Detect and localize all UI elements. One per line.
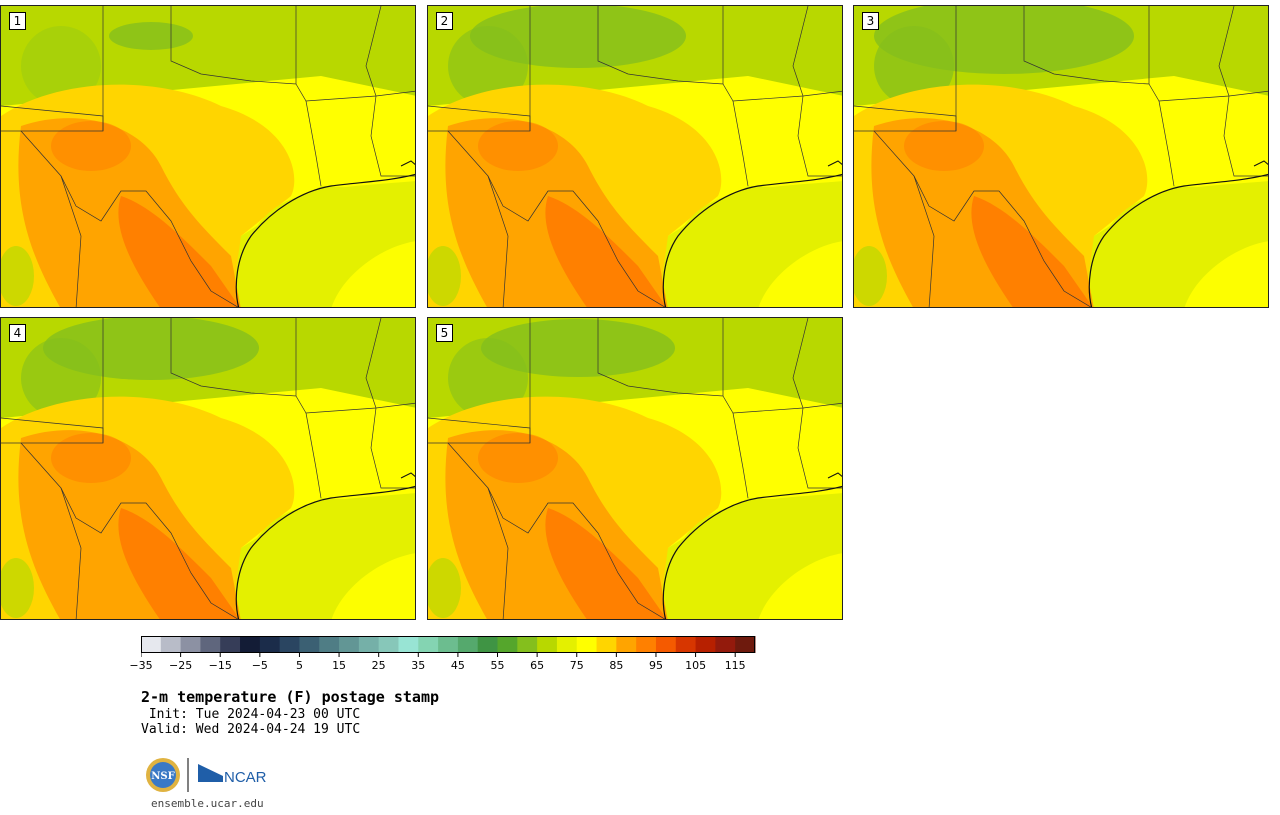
- colorbar-bin: [636, 636, 657, 653]
- colorbar-bin: [358, 636, 380, 653]
- ncar-logo-text: NCAR: [224, 769, 267, 786]
- colorbar-tick-label: 85: [609, 659, 624, 672]
- colorbar-bin: [537, 636, 558, 653]
- member-number-label: 5: [436, 324, 453, 342]
- nsf-logo-icon: NSF NCAR: [146, 758, 267, 792]
- colorbar-bin: [279, 636, 300, 653]
- sponsor-logos: NSF NCAR: [145, 756, 285, 796]
- temperature-map: [1, 318, 415, 619]
- valid-time: Valid: Wed 2024-04-24 19 UTC: [141, 722, 361, 737]
- colorbar-bin: [299, 636, 320, 653]
- ensemble-member-panel: 5: [427, 317, 843, 620]
- member-number-label: 1: [9, 12, 26, 30]
- colorbar-tick-label: 95: [648, 659, 663, 672]
- colorbar-tick-label: 15: [332, 659, 347, 672]
- colorbar-bin: [180, 636, 201, 653]
- colorbar-tick-label: 35: [411, 659, 426, 672]
- colorbar-bin: [438, 636, 459, 653]
- colorbar-tick-label: 115: [724, 659, 746, 672]
- colorbar-bin: [339, 636, 360, 653]
- temperature-map: [1, 6, 415, 307]
- member-number-label: 3: [862, 12, 879, 30]
- colorbar-bin: [695, 636, 716, 653]
- chart-title: 2-m temperature (F) postage stamp: [141, 688, 440, 706]
- ensemble-member-panel: 2: [427, 5, 843, 308]
- colorbar-bin: [259, 636, 281, 653]
- temperature-map: [428, 318, 842, 619]
- colorbar-bin: [735, 636, 756, 653]
- colorbar-tick-label: −25: [169, 659, 193, 672]
- member-number-label: 2: [436, 12, 453, 30]
- colorbar-bin: [715, 636, 736, 653]
- member-number-label: 4: [9, 324, 26, 342]
- colorbar-bin: [675, 636, 697, 653]
- colorbar-bin: [160, 636, 182, 653]
- colorbar-tick-label: 105: [685, 659, 707, 672]
- colorbar-bin: [220, 636, 241, 653]
- colorbar-tick-label: 65: [530, 659, 545, 672]
- colorbar-bin: [457, 636, 479, 653]
- colorbar-tick-labels: −35 −25 −15 −5 5 15 25 35 45 55 65 75 85 95 105 115: [129, 659, 771, 673]
- colorbar-bin: [517, 636, 538, 653]
- colorbar-tick-label: −5: [251, 659, 268, 672]
- colorbar-bin: [497, 636, 518, 653]
- colorbar-bin: [398, 636, 419, 653]
- colorbar-bin: [616, 636, 637, 653]
- ensemble-member-panel: 1: [0, 5, 416, 308]
- colorbar-bin: [556, 636, 578, 653]
- colorbar-bin: [319, 636, 340, 653]
- colorbar-tick-label: −35: [129, 659, 153, 672]
- ensemble-member-panel: 3: [853, 5, 1269, 308]
- nsf-logo-text: NSF: [151, 771, 174, 782]
- colorbar-bin: [240, 636, 261, 653]
- colorbar-bin: [200, 636, 221, 653]
- temperature-map: [854, 6, 1268, 307]
- colorbar-bin: [655, 636, 677, 653]
- ensemble-member-panel: 4: [0, 317, 416, 620]
- colorbar-tick-label: 25: [371, 659, 386, 672]
- colorbar-tick-label: 45: [450, 659, 465, 672]
- init-time: Init: Tue 2024-04-23 00 UTC: [141, 707, 361, 722]
- colorbar-bin: [477, 636, 499, 653]
- temperature-colorbar: [141, 636, 756, 657]
- colorbar-tick-label: 5: [295, 659, 303, 672]
- colorbar-bin: [378, 636, 399, 653]
- colorbar-bin: [418, 636, 439, 653]
- colorbar-tick-label: −15: [208, 659, 232, 672]
- colorbar-tick-label: 75: [569, 659, 584, 672]
- temperature-map: [428, 6, 842, 307]
- colorbar-tick-label: 55: [490, 659, 505, 672]
- colorbar-bin: [576, 636, 598, 653]
- colorbar-bin: [141, 636, 162, 653]
- colorbar-bin: [596, 636, 617, 653]
- website-url: ensemble.ucar.edu: [151, 797, 264, 810]
